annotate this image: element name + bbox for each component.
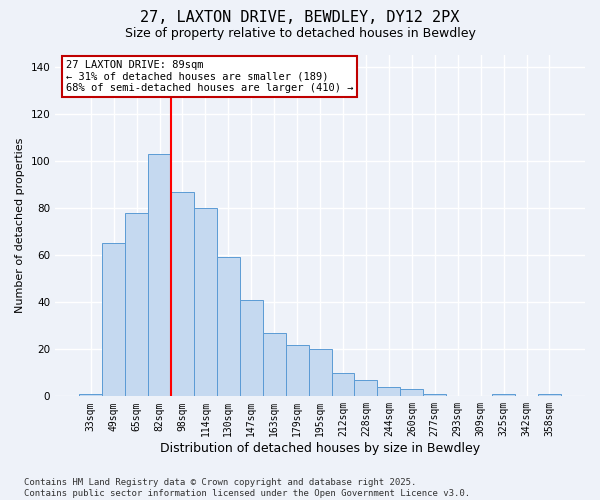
Text: 27, LAXTON DRIVE, BEWDLEY, DY12 2PX: 27, LAXTON DRIVE, BEWDLEY, DY12 2PX	[140, 10, 460, 25]
Bar	[355, 380, 377, 396]
Bar	[125, 212, 148, 396]
Bar	[492, 394, 515, 396]
Bar	[240, 300, 263, 396]
Bar	[148, 154, 171, 396]
Text: Contains HM Land Registry data © Crown copyright and database right 2025.
Contai: Contains HM Land Registry data © Crown c…	[24, 478, 470, 498]
Bar	[308, 350, 332, 397]
Bar	[79, 394, 102, 396]
Bar	[377, 387, 400, 396]
Bar	[194, 208, 217, 396]
Bar	[171, 192, 194, 396]
Bar	[538, 394, 561, 396]
Bar	[332, 373, 355, 396]
Bar	[263, 333, 286, 396]
Bar	[286, 344, 308, 397]
Bar	[423, 394, 446, 396]
Text: 27 LAXTON DRIVE: 89sqm
← 31% of detached houses are smaller (189)
68% of semi-de: 27 LAXTON DRIVE: 89sqm ← 31% of detached…	[66, 60, 353, 94]
Bar	[400, 390, 423, 396]
Y-axis label: Number of detached properties: Number of detached properties	[15, 138, 25, 314]
X-axis label: Distribution of detached houses by size in Bewdley: Distribution of detached houses by size …	[160, 442, 480, 455]
Text: Size of property relative to detached houses in Bewdley: Size of property relative to detached ho…	[125, 28, 475, 40]
Bar	[102, 244, 125, 396]
Bar	[217, 258, 240, 396]
